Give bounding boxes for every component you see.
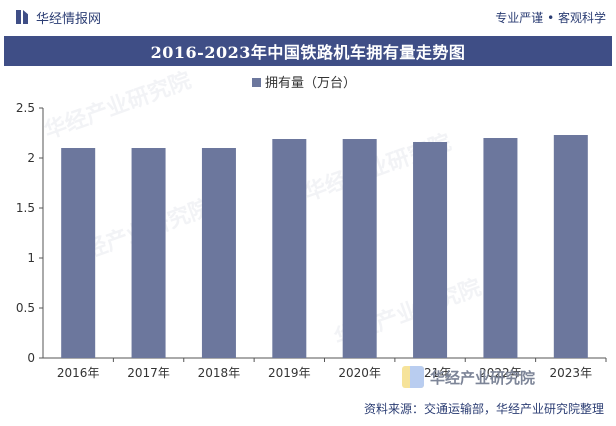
- x-axis-labels: 2016年 2017年 2018年 2019年 2020年 2021年 2022年 2023年: [57, 366, 592, 380]
- bar: [342, 139, 377, 358]
- y-tick-label: 2: [27, 151, 35, 165]
- bar: [553, 135, 588, 358]
- slogan: 专业严谨 • 客观科学: [495, 10, 606, 25]
- chart-legend: 拥有量（万台）: [252, 76, 356, 91]
- y-tick-label: 0: [27, 351, 35, 365]
- bar: [483, 138, 518, 358]
- x-tick-label: 2020年: [338, 366, 381, 380]
- x-tick-label: 2017年: [127, 366, 170, 380]
- bar: [272, 139, 307, 358]
- legend-swatch: [252, 78, 261, 87]
- x-tick-label: 2018年: [198, 366, 241, 380]
- bar: [61, 148, 96, 358]
- legend-label: 拥有量（万台）: [265, 76, 356, 91]
- logo-name: 华经产业研究院: [430, 368, 536, 387]
- chart-title: 2016-2023年中国铁路机车拥有量走势图: [150, 43, 466, 62]
- bar: [201, 148, 236, 358]
- x-tick-label: 2016年: [57, 366, 100, 380]
- bar-chart: 拥有量（万台） 2016年 2017年 2018年 2019年 2020年 2021年 20…: [16, 76, 607, 380]
- data-source: 资料来源：交通运输部，华经产业研究院整理: [363, 402, 604, 416]
- y-axis-labels: 0 0.5 1 1.5 2 2.5: [16, 101, 35, 365]
- brand-name: 华经情报网: [36, 11, 102, 27]
- x-tick-label: 2022年: [479, 366, 522, 380]
- logo-icon: [402, 366, 424, 388]
- y-tick-label: 1: [27, 251, 35, 265]
- y-tick-label: 1.5: [16, 201, 35, 215]
- x-tick-label: 2023年: [550, 366, 593, 380]
- x-tick-label: 2019年: [268, 366, 311, 380]
- axes: [39, 107, 607, 362]
- bar: [413, 142, 448, 358]
- bar: [131, 148, 166, 358]
- y-tick-label: 0.5: [16, 301, 35, 315]
- brand: 华经情报网: [16, 8, 101, 27]
- brand-logo-icon: [16, 10, 28, 24]
- bars: [61, 135, 588, 358]
- top-bar: 华经情报网 专业严谨 • 客观科学: [0, 0, 616, 34]
- footer-logo: 华经产业研究院: [402, 366, 535, 388]
- chart-title-bar: 2016-2023年中国铁路机车拥有量走势图: [4, 36, 612, 66]
- y-tick-label: 2.5: [16, 101, 35, 115]
